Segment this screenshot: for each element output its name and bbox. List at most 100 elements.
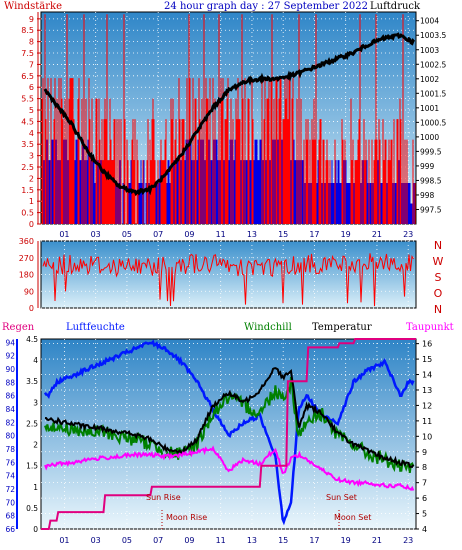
climate-x-axis: 01 03 05 07 09 11 13 15 17 19 21 23: [59, 536, 413, 545]
wind-y-axis: 0 0.5 1 1.5 2 2.5 3 3.5 4 4.5 5 5.5 6 6.5 7 7.5 8 8.5 9: [21, 12, 41, 229]
wind-x-tick-label: 09: [184, 230, 194, 239]
wind-tick-label: 8: [29, 38, 34, 47]
pressure-tick-label: 1003.5: [420, 31, 446, 40]
wind-pressure-panel: 0 0.5 1 1.5 2 2.5 3 3.5 4 4.5 5 5.5 6 6.5 7 7.5 8 8.5 9 99…: [21, 11, 446, 239]
wind-tick-label: 1.5: [21, 186, 34, 195]
wind-direction-line: [42, 253, 414, 307]
sun-rise-label: Sun Rise: [146, 493, 181, 502]
pressure-tick-label: 998.5: [420, 176, 442, 185]
temperature-tick-label: 12: [422, 401, 432, 410]
humidity-tick-label: 94: [5, 338, 15, 347]
pressure-tick-label: 998: [420, 191, 435, 200]
temperature-tick-label: 8: [422, 463, 427, 472]
temperature-tick-label: 5: [422, 510, 427, 519]
humidity-tick-label: 70: [5, 498, 15, 507]
wind-x-tick-label: 03: [91, 230, 101, 239]
wind-x-tick-label: 11: [216, 230, 226, 239]
climate-panel: Sun Rise Moon Rise Sun Set Moon Set 6668…: [5, 335, 432, 545]
wind-tick-label: 6: [29, 83, 34, 92]
humidity-tick-label: 76: [5, 458, 15, 467]
humidity-tick-label: 74: [5, 472, 15, 481]
wind-tick-label: 8.5: [21, 26, 34, 35]
direction-tick-label: 270: [19, 254, 34, 263]
direction-panel-grid: [41, 240, 416, 309]
direction-tick-label: 360: [19, 237, 34, 246]
direction-tick-label: 180: [19, 271, 34, 280]
climate-x-tick-label: 11: [216, 536, 226, 545]
pressure-tick-label: 1004: [420, 17, 439, 26]
wind-x-tick-label: 05: [122, 230, 132, 239]
rain-tick-label: 4: [33, 356, 38, 365]
wind-tick-label: 7: [29, 60, 34, 69]
pressure-tick-label: 999.5: [420, 147, 442, 156]
wind-tick-label: 0: [29, 220, 34, 229]
wind-speed-bars: [41, 14, 416, 224]
climate-x-tick-label: 21: [372, 536, 382, 545]
temperature-tick-label: 10: [422, 432, 432, 441]
rain-line: [41, 338, 416, 530]
compass-letter: W: [433, 255, 444, 268]
rain-tick-label: 1.5: [26, 462, 38, 471]
wind-tick-label: 5: [29, 106, 34, 115]
pressure-tick-label: 999: [420, 162, 435, 171]
climate-x-tick-label: 15: [278, 536, 288, 545]
wind-tick-label: 0.5: [21, 209, 34, 218]
temperature-tick-label: 11: [422, 417, 432, 426]
rain-tick-label: 4.5: [26, 335, 38, 344]
temperature-tick-label: 15: [422, 355, 432, 364]
humidity-y-axis: 66 68 70 72 74 76 78 80 82 84 86 88 90 92 94: [5, 338, 18, 534]
humidity-tick-label: 78: [5, 445, 15, 454]
pressure-tick-label: 997.5: [420, 205, 442, 214]
humidity-tick-label: 66: [5, 525, 15, 534]
pressure-line: [43, 32, 416, 197]
wind-tick-label: 6.5: [21, 72, 34, 81]
wind-x-tick-label: 23: [403, 230, 413, 239]
direction-y-axis: 0 90 180 270 360: [19, 237, 39, 313]
pressure-tick-label: 1001: [420, 104, 439, 113]
wind-x-tick-label: 13: [247, 230, 257, 239]
climate-x-tick-label: 09: [184, 536, 194, 545]
direction-tick-label: 90: [24, 287, 34, 296]
dewpoint-line: [44, 445, 415, 491]
humidity-tick-label: 92: [5, 352, 15, 361]
rain-tick-label: 0.5: [26, 504, 38, 513]
wind-tick-label: 7.5: [21, 49, 34, 58]
climate-x-tick-label: 17: [309, 536, 319, 545]
rain-tick-label: 3.5: [26, 377, 38, 386]
wind-tick-label: 4: [29, 129, 34, 138]
climate-x-tick-label: 19: [341, 536, 351, 545]
compass-letter: N: [434, 239, 442, 252]
wind-tick-label: 3.5: [21, 140, 34, 149]
humidity-tick-label: 84: [5, 405, 15, 414]
pressure-tick-label: 1003: [420, 46, 439, 55]
header-title: 24 hour graph day : 27 September 2022: [164, 1, 368, 12]
climate-x-tick-label: 01: [59, 536, 69, 545]
temperature-tick-label: 14: [422, 371, 432, 380]
pressure-tick-label: 1002.5: [420, 60, 446, 69]
climate-x-tick-label: 05: [122, 536, 132, 545]
legend-regen: Regen: [2, 322, 35, 333]
climate-x-tick-label: 07: [153, 536, 163, 545]
wind-tick-label: 4.5: [21, 117, 34, 126]
wind-x-tick-label: 17: [309, 230, 319, 239]
wind-tick-label: 9: [29, 15, 34, 24]
climate-x-tick-label: 23: [403, 536, 413, 545]
humidity-line: [43, 339, 415, 526]
temperature-tick-label: 9: [422, 448, 427, 457]
wind-x-tick-label: 19: [341, 230, 351, 239]
legend-windchill: Windchill: [244, 322, 292, 333]
climate-x-tick-label: 03: [91, 536, 101, 545]
legend-luftfeuchte: Luftfeuchte: [66, 322, 125, 333]
humidity-tick-label: 88: [5, 378, 15, 387]
legend-temperatur: Temperatur: [312, 322, 372, 333]
compass-letter: N: [434, 303, 442, 316]
temperature-tick-label: 13: [422, 386, 432, 395]
header-left: Windstärke: [4, 1, 62, 12]
temperature-tick-label: 4: [422, 525, 427, 534]
compass-letter: S: [435, 271, 442, 284]
humidity-tick-label: 72: [5, 485, 15, 494]
direction-tick-label: 0: [29, 304, 34, 313]
pressure-tick-label: 1001.5: [420, 89, 446, 98]
